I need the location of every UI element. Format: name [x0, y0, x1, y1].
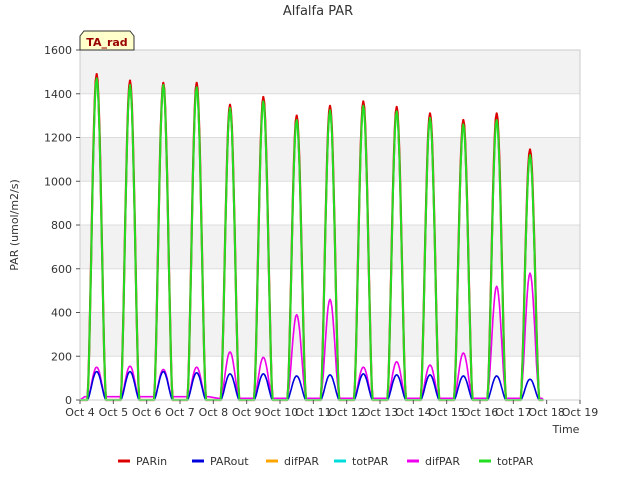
plot-band: [80, 268, 580, 313]
y-tick-label: 0: [65, 394, 72, 407]
legend-label-difPAR: difPAR: [284, 455, 319, 468]
x-tick-label: Oct 10: [262, 406, 299, 419]
x-tick-label: Oct 6: [132, 406, 162, 419]
legend-label-difPAR: difPAR: [425, 455, 460, 468]
annotation-background: [79, 30, 135, 51]
x-tick-label: Oct 7: [165, 406, 195, 419]
y-tick-label: 800: [51, 219, 72, 232]
x-tick-label: Oct 16: [462, 406, 499, 419]
plot-band: [80, 50, 580, 94]
legend-label-PARout: PARout: [210, 455, 249, 468]
x-tick-label: Oct 17: [495, 406, 532, 419]
chart-title: Alfalfa PAR: [283, 4, 353, 19]
annotation-label: TA_rad: [86, 36, 127, 49]
x-tick-label: Oct 5: [99, 406, 129, 419]
y-tick-label: 400: [51, 307, 72, 320]
x-tick-label: Oct 14: [395, 406, 432, 419]
x-tick-label: Oct 9: [232, 406, 262, 419]
legend: PARin PARout difPAR totPAR difPAR totPAR: [118, 455, 534, 468]
plot-band: [80, 137, 580, 182]
legend-label-totPAR: totPAR: [352, 455, 389, 468]
plot-band: [80, 356, 580, 400]
x-tick-label: Oct 19: [562, 406, 599, 419]
x-tick-label: Oct 13: [362, 406, 399, 419]
x-tick-label: Oct 18: [528, 406, 565, 419]
y-axis-label: PAR (umol/m2/s): [8, 179, 21, 271]
y-tick-label: 1600: [44, 44, 72, 57]
x-tick-label: Oct 12: [328, 406, 365, 419]
x-axis: Oct 4 Oct 5 Oct 6 Oct 7 Oct 8 Oct 9 Oct 10Oct …: [65, 400, 598, 419]
x-tick-label: Oct 11: [295, 406, 332, 419]
plot-band: [80, 312, 580, 357]
annotation-box: TA_rad: [79, 30, 135, 51]
plot-band: [80, 225, 580, 269]
plot-band: [80, 181, 580, 225]
x-tick-label: Oct 8: [199, 406, 229, 419]
x-tick-label: Oct 15: [428, 406, 465, 419]
x-tick-label: Oct 4: [65, 406, 95, 419]
y-axis: 0 200 400 600 800 1000 1200 1400 1600: [44, 44, 80, 407]
legend-label-totPAR: totPAR: [497, 455, 534, 468]
y-tick-label: 1400: [44, 88, 72, 101]
y-tick-label: 200: [51, 350, 72, 363]
y-tick-label: 1000: [44, 175, 72, 188]
y-tick-label: 600: [51, 263, 72, 276]
x-axis-label: Time: [552, 423, 580, 436]
legend-label-PARin: PARin: [136, 455, 167, 468]
y-tick-label: 1200: [44, 132, 72, 145]
